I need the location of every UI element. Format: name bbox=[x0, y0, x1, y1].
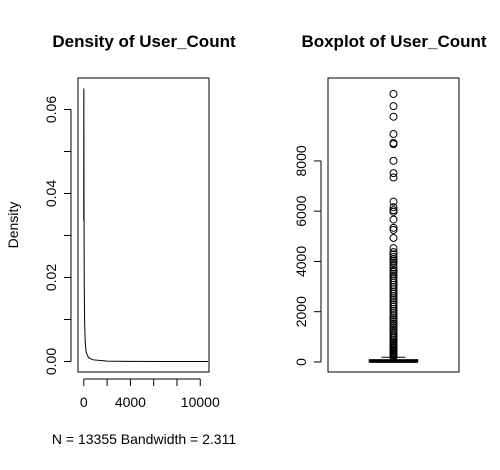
boxplot-outlier-point bbox=[389, 276, 398, 285]
boxplot-outlier-point bbox=[389, 353, 398, 362]
density-y-tick-label: 0.04 bbox=[43, 180, 59, 207]
density-panel: Density of User_Count Density N = 13355 … bbox=[5, 32, 236, 447]
boxplot-outlier-point bbox=[389, 289, 398, 298]
boxplot-outlier-point bbox=[389, 203, 398, 212]
boxplot-outliers bbox=[389, 89, 398, 362]
boxplot-y-tick-label: 0 bbox=[293, 358, 309, 366]
boxplot-outlier-point bbox=[389, 244, 398, 253]
boxplot-outlier-point bbox=[389, 140, 398, 149]
boxplot-y-axis: 0 2000 4000 6000 8000 bbox=[293, 145, 322, 366]
density-curve bbox=[83, 88, 209, 362]
boxplot-y-tick-label: 2000 bbox=[293, 296, 309, 327]
boxplot-outlier-point bbox=[389, 169, 398, 178]
boxplot-outlier-point bbox=[389, 207, 398, 216]
boxplot-outlier-point bbox=[389, 315, 398, 324]
density-xlabel: N = 13355 Bandwidth = 2.311 bbox=[52, 431, 236, 447]
boxplot-y-tick-label: 4000 bbox=[293, 246, 309, 277]
density-x-axis: 0 4000 10000 bbox=[80, 378, 220, 410]
boxplot-outlier-point bbox=[389, 300, 398, 309]
boxplot-outlier-point bbox=[389, 197, 398, 206]
density-y-tick-label: 0.00 bbox=[43, 348, 59, 375]
boxplot-outlier-point bbox=[389, 309, 398, 318]
boxplot-outlier-point bbox=[389, 225, 398, 234]
boxplot-y-tick-label: 6000 bbox=[293, 195, 309, 226]
density-x-tick-label: 0 bbox=[80, 394, 88, 410]
density-x-tick-label: 4000 bbox=[115, 394, 146, 410]
boxplot-outlier-point bbox=[389, 292, 398, 301]
density-plot-frame bbox=[77, 77, 210, 373]
boxplot-outlier-point bbox=[389, 130, 398, 139]
density-y-tick-label: 0.06 bbox=[43, 96, 59, 123]
boxplot-outlier-point bbox=[389, 302, 398, 311]
boxplot-outlier-point bbox=[389, 321, 398, 330]
boxplot-outlier-point bbox=[389, 258, 398, 267]
boxplot-y-tick-label: 8000 bbox=[293, 145, 309, 176]
boxplot-outlier-point bbox=[389, 173, 398, 182]
boxplot-panel: Boxplot of User_Count 0 2000 4000 6000 8000 bbox=[293, 32, 487, 373]
density-y-axis: 0.00 0.02 0.04 0.06 bbox=[43, 96, 72, 375]
boxplot-outlier-point bbox=[389, 215, 398, 224]
boxplot-title: Boxplot of User_Count bbox=[301, 32, 486, 51]
boxplot-outlier-point bbox=[389, 233, 398, 242]
boxplot-outlier-point bbox=[389, 223, 398, 232]
density-title: Density of User_Count bbox=[52, 32, 236, 51]
boxplot-outlier-point bbox=[389, 89, 398, 98]
boxplot-outlier-point bbox=[389, 287, 398, 296]
density-ylabel: Density bbox=[5, 202, 21, 249]
boxplot-outlier-point bbox=[389, 102, 398, 111]
density-x-tick-label: 10000 bbox=[181, 394, 220, 410]
boxplot-outlier-point bbox=[389, 263, 398, 272]
boxplot-outlier-point bbox=[389, 311, 398, 320]
boxplot-outlier-point bbox=[389, 317, 398, 326]
boxplot-outlier-point bbox=[389, 112, 398, 121]
boxplot-outlier-point bbox=[389, 156, 398, 165]
boxplot-outlier-point bbox=[389, 252, 398, 261]
density-y-tick-label: 0.02 bbox=[43, 264, 59, 291]
boxplot-outlier-point bbox=[389, 304, 398, 313]
boxplot-plot-frame bbox=[327, 77, 460, 373]
